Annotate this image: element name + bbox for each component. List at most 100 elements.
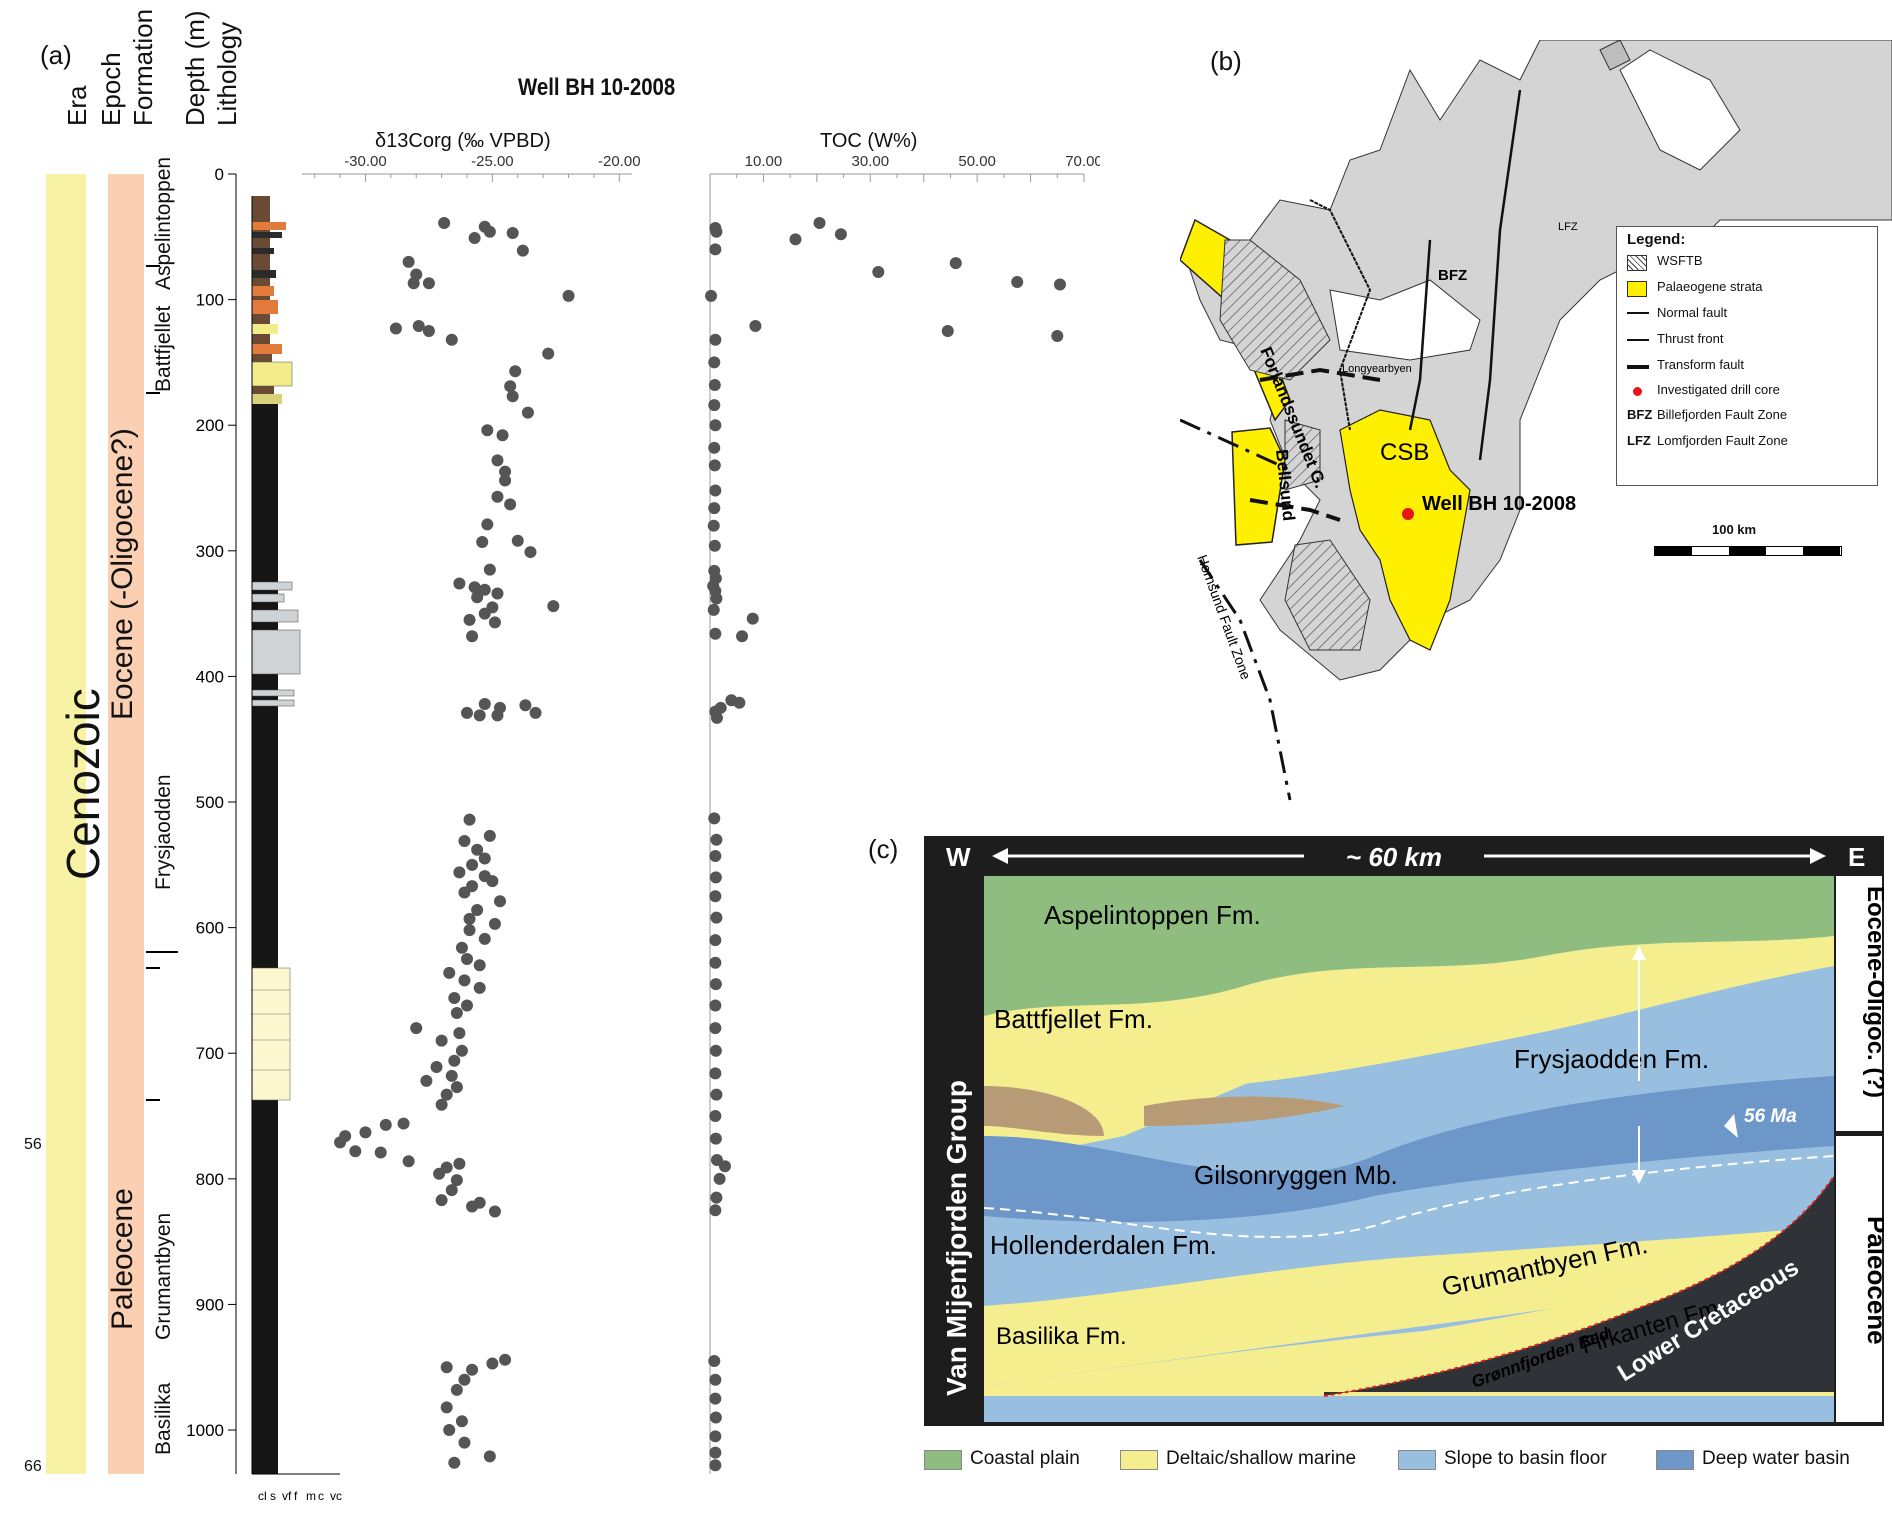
- depth-tick-label: 900: [196, 1295, 224, 1314]
- d13c-point: [473, 959, 486, 972]
- d13c-point: [458, 1373, 471, 1386]
- d13c-point: [430, 1061, 443, 1074]
- d13c-point: [445, 333, 458, 346]
- d13c-point: [433, 1167, 446, 1180]
- d13c-point: [334, 1136, 347, 1149]
- legend-palaeogene-swatch: [1627, 281, 1647, 297]
- coastal-plain: [984, 876, 1834, 1016]
- wsftb-south: [1284, 539, 1371, 651]
- d13c-point: [407, 277, 420, 290]
- d13c-point: [458, 974, 471, 987]
- csb-label: CSB: [1380, 439, 1429, 466]
- depth-tick-label: 0: [215, 165, 224, 184]
- scale-label: 100 km: [1712, 522, 1757, 537]
- d13c-point: [435, 1098, 448, 1111]
- d13c-point: [486, 875, 499, 888]
- lithology-shale: [252, 270, 276, 278]
- d13c-point: [524, 546, 537, 559]
- billefjorden-fault: [1408, 239, 1432, 431]
- d13c-point: [450, 1081, 463, 1094]
- grain-size-labels: cl s vf f m c vc: [258, 1489, 342, 1503]
- d13c-point: [468, 581, 481, 594]
- longyearbyen-label: Longyearbyen: [1342, 363, 1412, 375]
- d13c-point: [453, 577, 466, 590]
- grain-size-label: vf: [282, 1489, 292, 1503]
- lithology-sandstone: [251, 967, 291, 1101]
- group-label: Van Mijenfjorden Group: [941, 1080, 972, 1396]
- d13c-point: [389, 322, 402, 335]
- hornsund-fault-zone: [1180, 418, 1292, 801]
- d13c-point: [483, 563, 496, 576]
- panel-c-label: (c): [868, 834, 899, 864]
- lithology-shale: [252, 232, 282, 238]
- d13c-point: [445, 1069, 458, 1082]
- lithology-siltstone: [251, 581, 293, 591]
- toc-point: [710, 833, 723, 846]
- d13c-point: [491, 454, 504, 467]
- depth-tick-label: 1000: [186, 1421, 224, 1440]
- lithology-siltstone: [251, 609, 299, 623]
- lithology-mudstone: [252, 314, 270, 324]
- d13c-point: [466, 1363, 479, 1376]
- deltaic-upper: [984, 936, 1834, 1116]
- depth-tick-label: 500: [196, 793, 224, 812]
- toc-point: [813, 216, 826, 229]
- wsftb-north: [1219, 239, 1331, 381]
- drill-core-marker: [1402, 508, 1414, 520]
- d13c-point: [483, 225, 496, 238]
- toc-point: [789, 233, 802, 246]
- d13c-point: [461, 999, 473, 1012]
- lithology-coal: [252, 222, 286, 230]
- legend-transform: Transform fault: [1657, 357, 1744, 372]
- lithology-mudstone: [252, 386, 274, 394]
- toc-tick-label: 30.00: [852, 153, 890, 170]
- toc-point: [710, 911, 723, 924]
- d13c-point: [473, 981, 486, 994]
- d13c-point: [466, 630, 479, 643]
- toc-point: [1051, 330, 1064, 343]
- d13c-point: [461, 706, 473, 719]
- d13c-point: [448, 991, 461, 1004]
- toc-point: [1011, 276, 1024, 289]
- toc-point: [707, 603, 720, 616]
- d13c-point: [422, 325, 435, 338]
- legend-normal-fault: Normal fault: [1657, 305, 1728, 320]
- legend-drill-swatch: [1633, 387, 1642, 396]
- depth-tick-label: 300: [196, 542, 224, 561]
- epoch-lower-label: Paleocene: [1862, 1216, 1884, 1345]
- unit-aspelintoppen: Aspelintoppen Fm.: [1044, 900, 1261, 930]
- isfjorden: [1329, 279, 1481, 361]
- transform-fault: [1249, 498, 1341, 522]
- toc-point: [709, 1459, 722, 1472]
- d13c-point: [488, 616, 501, 629]
- epoch-column: [108, 174, 144, 1474]
- toc-point: [708, 356, 721, 369]
- grain-size-label: s: [270, 1489, 276, 1503]
- toc-point: [749, 319, 762, 332]
- toc-point: [709, 871, 722, 884]
- legend-thrust-swatch: [1627, 339, 1649, 341]
- toc-point: [705, 289, 718, 302]
- d13c-point: [506, 390, 519, 403]
- legend-wsftb: WSFTB: [1657, 253, 1703, 268]
- toc-point: [708, 812, 721, 825]
- toc-point: [709, 419, 722, 432]
- well-label: Well BH 10-2008: [1422, 493, 1576, 515]
- lithology-sandstone: [251, 361, 293, 387]
- d13c-point: [519, 699, 532, 712]
- toc-point: [708, 539, 721, 552]
- unit-basilika: Basilika Fm.: [996, 1323, 1127, 1350]
- d13c-point: [402, 255, 415, 268]
- toc-point: [709, 890, 722, 903]
- legend-normal-fault-swatch: [1627, 312, 1649, 314]
- d13c-point: [453, 1027, 466, 1040]
- d13c-point: [463, 912, 476, 925]
- legend-lfz: Lomfjorden Fault Zone: [1657, 433, 1788, 448]
- toc-point: [1053, 278, 1066, 291]
- grain-size-label: m: [306, 1489, 316, 1503]
- d13c-axis-title: δ13Corg (‰ VPBD): [375, 130, 551, 152]
- d13c-point: [486, 1357, 499, 1370]
- depth-tick-label: 700: [196, 1044, 224, 1063]
- facies-legend: Coastal plain Deltaic/shallow marine Slo…: [920, 1446, 1880, 1476]
- d13c-point: [435, 1194, 448, 1207]
